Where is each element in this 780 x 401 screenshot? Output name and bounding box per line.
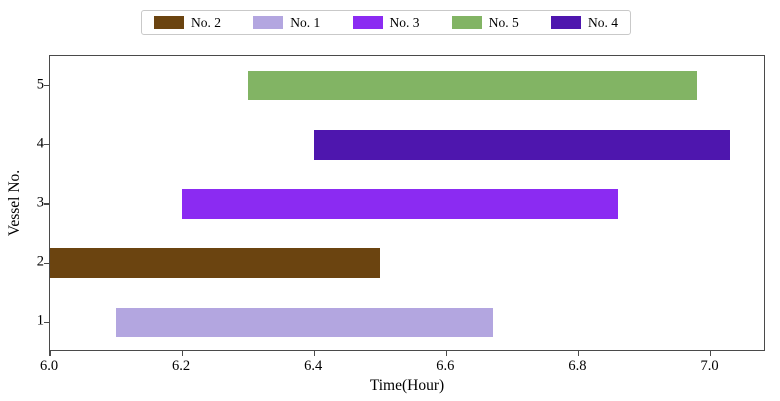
x-tick-label: 6.6 bbox=[436, 358, 455, 374]
legend-entry-no-2: No. 2 bbox=[154, 15, 221, 31]
x-tick-label: 7.0 bbox=[700, 358, 719, 374]
legend-swatch-icon bbox=[154, 16, 184, 29]
x-tick-label: 6.4 bbox=[304, 358, 323, 374]
gantt-bar-vessel-5 bbox=[248, 70, 698, 101]
x-axis-label: Time(Hour) bbox=[369, 377, 445, 394]
legend-label: No. 4 bbox=[588, 14, 618, 30]
y-tick-label: 5 bbox=[36, 76, 44, 93]
x-tick-mark bbox=[445, 351, 447, 356]
legend-entry-no-3: No. 3 bbox=[352, 14, 420, 31]
y-tick-mark bbox=[44, 84, 49, 87]
y-tick-label: 1 bbox=[36, 312, 44, 329]
legend-swatch-icon bbox=[451, 16, 482, 29]
gantt-bar-vessel-2 bbox=[50, 248, 381, 278]
x-tick-mark bbox=[181, 351, 183, 356]
x-tick-mark bbox=[313, 351, 315, 356]
legend-swatch-icon bbox=[352, 16, 383, 29]
y-tick-mark bbox=[44, 203, 49, 205]
y-tick-label: 2 bbox=[36, 253, 44, 270]
x-tick-mark bbox=[577, 351, 580, 356]
x-tick-label: 6.0 bbox=[39, 358, 59, 374]
x-tick-label: 6.2 bbox=[172, 358, 191, 374]
legend-swatch-icon bbox=[253, 16, 284, 29]
y-tick-mark bbox=[44, 321, 49, 324]
legend-label: No. 2 bbox=[191, 14, 221, 30]
gantt-bar-vessel-4 bbox=[314, 130, 731, 160]
x-tick-label: 6.8 bbox=[568, 358, 587, 374]
y-axis-label: Vessel No. bbox=[6, 169, 23, 237]
gantt-bar-vessel-1 bbox=[116, 307, 493, 338]
x-tick-mark bbox=[49, 351, 51, 356]
y-tick-mark bbox=[44, 262, 49, 264]
y-tick-label: 3 bbox=[36, 194, 44, 211]
plot-area bbox=[44, 55, 765, 356]
legend-entry-no-1: No. 1 bbox=[253, 15, 320, 31]
x-tick-mark bbox=[709, 351, 712, 356]
legend-label: No. 3 bbox=[389, 14, 420, 30]
legend-entry-no-5: No. 5 bbox=[451, 14, 519, 31]
legend-entry-no-4: No. 4 bbox=[551, 15, 618, 31]
y-tick-mark bbox=[44, 144, 49, 146]
chart-legend: No. 2 No. 1 No. 3 No. 5 No. 4 bbox=[141, 10, 631, 35]
legend-label: No. 5 bbox=[488, 14, 519, 30]
legend-label: No. 1 bbox=[290, 14, 321, 30]
y-tick-label: 4 bbox=[36, 135, 44, 152]
gantt-bar-vessel-3 bbox=[182, 189, 618, 219]
legend-swatch-icon bbox=[551, 16, 581, 29]
